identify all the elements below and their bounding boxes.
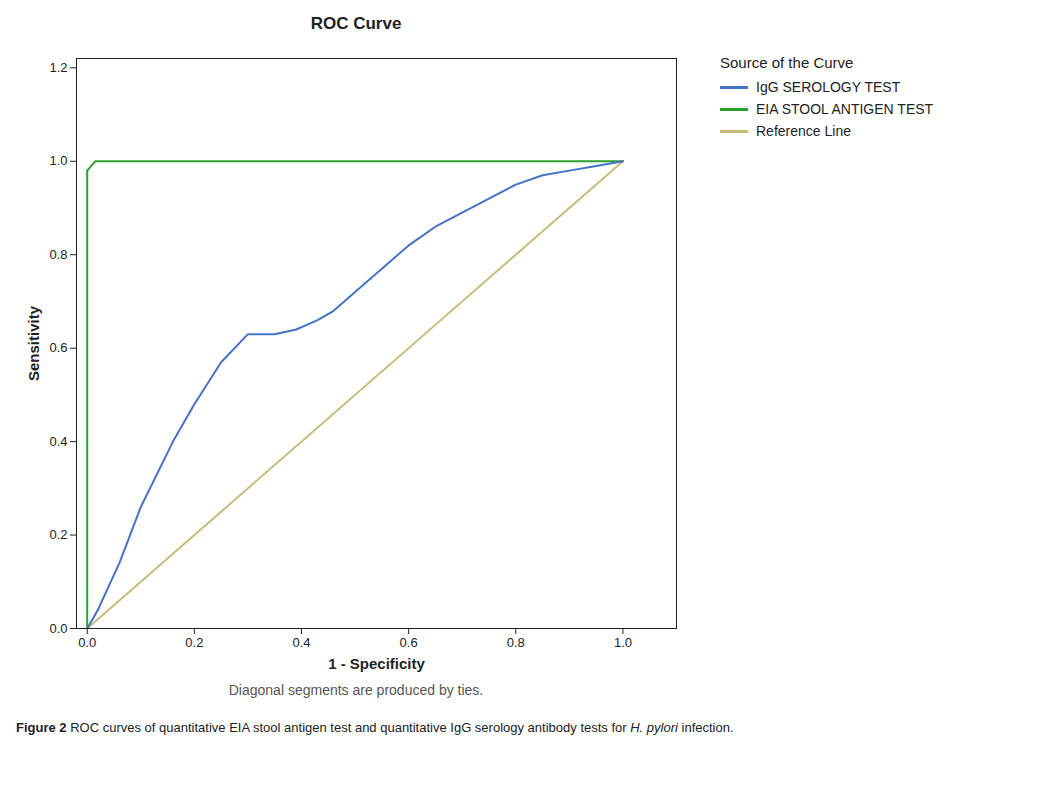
- html-text:Figure 2 ROC curves of quantit: Figure 2 ROC curves of quantitative EIA …: [16, 720, 734, 735]
- svg-text:0.6: 0.6: [400, 635, 418, 650]
- svg-text:1 - Specificity: 1 - Specificity: [328, 655, 425, 672]
- svg-text:Sensitivity: Sensitivity: [25, 305, 42, 381]
- svg-text:0.0: 0.0: [78, 635, 96, 650]
- html-text:Source of the Curve: Source of the Curve: [720, 54, 854, 71]
- html-text:ROC Curve: ROC Curve: [310, 14, 402, 33]
- svg-text:1.2: 1.2: [49, 60, 67, 75]
- svg-text:0.8: 0.8: [507, 635, 525, 650]
- svg-text:0.2: 0.2: [49, 527, 67, 542]
- svg-text:0.6: 0.6: [49, 340, 67, 355]
- svg-text:0.4: 0.4: [292, 635, 310, 650]
- svg-text:0.8: 0.8: [49, 247, 67, 262]
- svg-text:0.4: 0.4: [49, 434, 67, 449]
- svg-text:1.0: 1.0: [49, 153, 67, 168]
- html-text:Diagonal segments are produced: Diagonal segments are produced by ties.: [228, 682, 484, 698]
- html-text:EIA STOOL ANTIGEN TEST: EIA STOOL ANTIGEN TEST: [756, 101, 934, 117]
- html-text:IgG SEROLOGY TEST: IgG SEROLOGY TEST: [756, 79, 901, 95]
- svg-text:0.0: 0.0: [49, 621, 67, 636]
- svg-text:1.0: 1.0: [614, 635, 632, 650]
- html-text:Reference Line: Reference Line: [756, 123, 851, 139]
- svg-text:0.2: 0.2: [185, 635, 203, 650]
